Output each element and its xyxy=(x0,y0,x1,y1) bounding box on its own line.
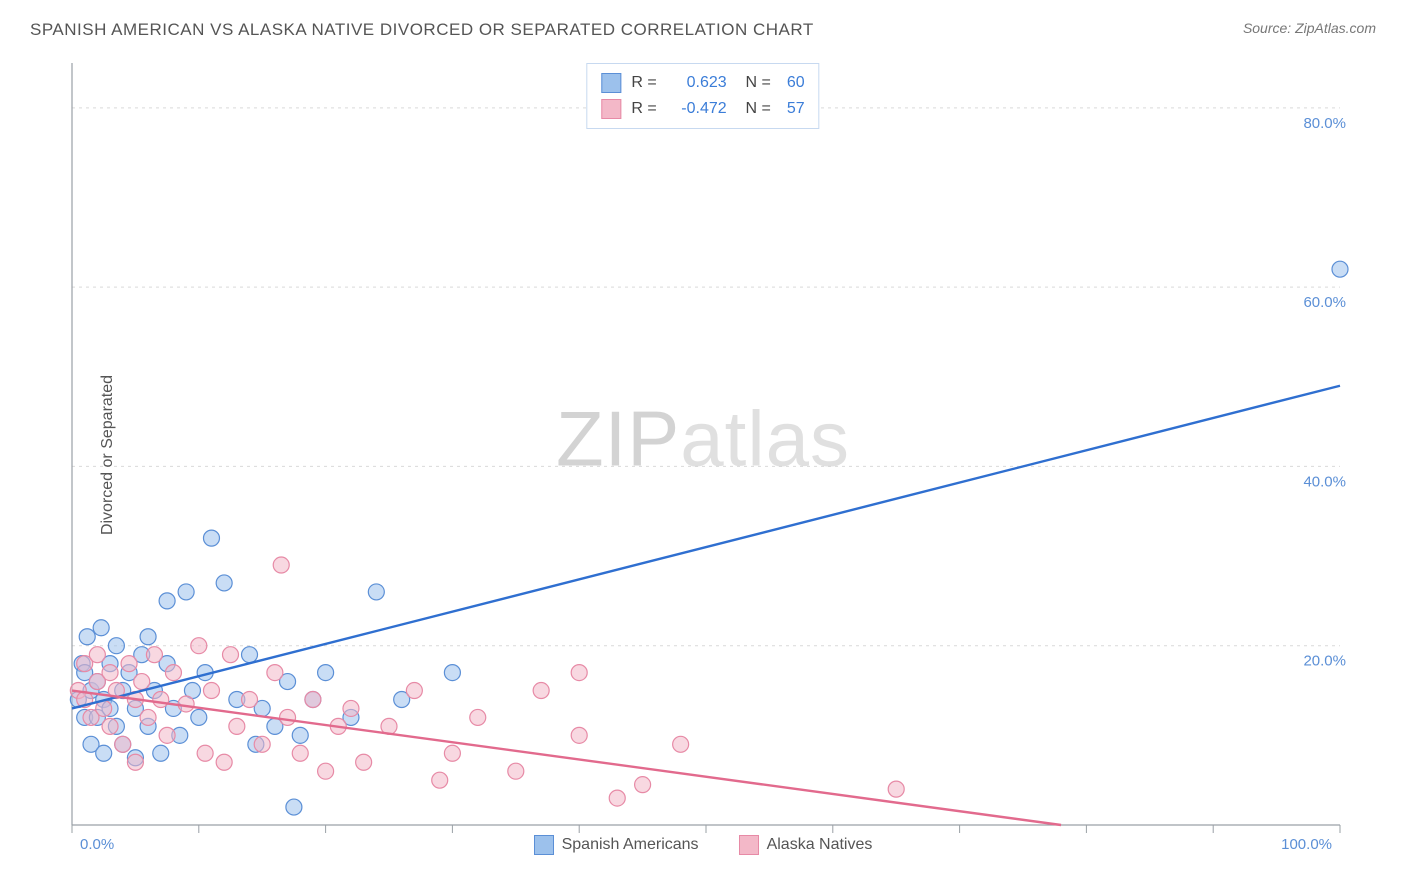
n-value: 60 xyxy=(787,74,805,92)
legend-swatch xyxy=(534,835,554,855)
legend-label: Alaska Natives xyxy=(767,836,873,854)
correlation-legend-row: R = -0.472 N = 57 xyxy=(601,96,804,122)
source-link[interactable]: ZipAtlas.com xyxy=(1295,20,1376,36)
r-label: R = xyxy=(631,100,656,118)
svg-text:20.0%: 20.0% xyxy=(1303,653,1346,670)
r-value: -0.472 xyxy=(667,100,727,118)
svg-text:60.0%: 60.0% xyxy=(1303,294,1346,311)
source-attribution: Source: ZipAtlas.com xyxy=(1243,20,1376,36)
chart-title: SPANISH AMERICAN VS ALASKA NATIVE DIVORC… xyxy=(30,20,814,40)
correlation-legend: R = 0.623 N = 60 R = -0.472 N = 57 xyxy=(586,63,819,129)
legend-item: Alaska Natives xyxy=(739,835,873,855)
n-label: N = xyxy=(737,74,771,92)
r-label: R = xyxy=(631,74,656,92)
correlation-scatter-chart: 0.0%100.0%20.0%40.0%60.0%80.0% xyxy=(30,55,1376,855)
legend-item: Spanish Americans xyxy=(534,835,699,855)
legend-label: Spanish Americans xyxy=(562,836,699,854)
n-value: 57 xyxy=(787,100,805,118)
n-label: N = xyxy=(737,100,771,118)
correlation-legend-row: R = 0.623 N = 60 xyxy=(601,70,804,96)
chart-area: Divorced or Separated 0.0%100.0%20.0%40.… xyxy=(30,55,1376,855)
legend-swatch xyxy=(601,73,621,93)
legend-swatch xyxy=(601,99,621,119)
legend-swatch xyxy=(739,835,759,855)
svg-text:80.0%: 80.0% xyxy=(1303,115,1346,132)
source-label: Source: xyxy=(1243,20,1291,36)
r-value: 0.623 xyxy=(667,74,727,92)
header: SPANISH AMERICAN VS ALASKA NATIVE DIVORC… xyxy=(0,0,1406,50)
series-legend: Spanish Americans Alaska Natives xyxy=(30,835,1376,855)
svg-text:40.0%: 40.0% xyxy=(1303,473,1346,490)
y-axis-label: Divorced or Separated xyxy=(99,375,117,535)
